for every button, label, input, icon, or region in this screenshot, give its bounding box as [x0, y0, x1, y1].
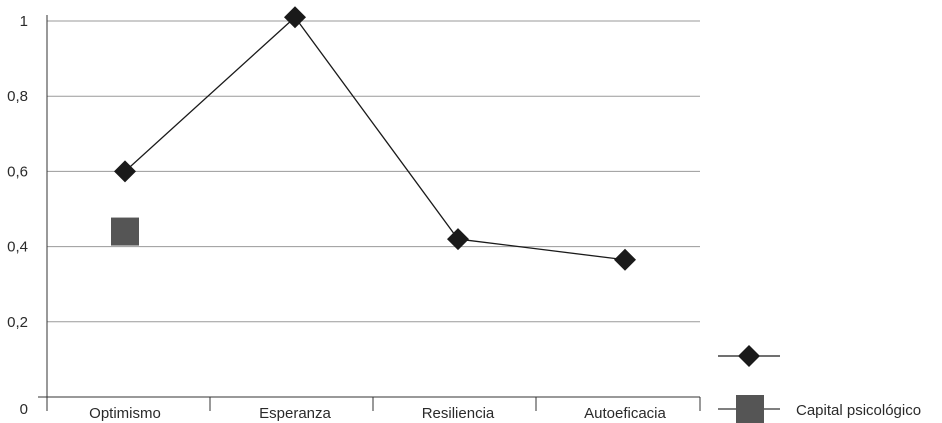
legend-item-capital-psicologico: Capital psicológico: [718, 395, 921, 423]
legend: Capital psicológico: [718, 345, 921, 423]
legend-item-series-1: [718, 345, 780, 367]
y-tick-label-1: 0,2: [7, 314, 28, 331]
series-2-point-optimismo: [111, 217, 139, 246]
series-1-point-autoeficacia: [614, 248, 636, 271]
y-tick-label-2: 0,4: [7, 239, 28, 256]
x-category-label-optimismo: Optimismo: [89, 405, 161, 422]
x-category-label-esperanza: Esperanza: [259, 405, 331, 422]
series-1-line: [124, 16, 626, 261]
legend-label-capital-psicologico: Capital psicológico: [796, 402, 921, 419]
x-category-label-autoeficacia: Autoeficacia: [584, 405, 666, 422]
y-tick-label-3: 0,6: [7, 163, 28, 180]
legend-marker-square: [736, 395, 764, 423]
x-category-label-resiliencia: Resiliencia: [422, 405, 495, 422]
y-tick-label-0: 0: [20, 401, 28, 418]
gridlines: [47, 20, 700, 323]
legend-marker-diamond: [738, 345, 760, 367]
series-1-point-resiliencia: [447, 228, 469, 251]
y-tick-label-4: 0,8: [7, 88, 28, 105]
y-axis-tick-labels: 0 0,2 0,4 0,6 0,8 1: [7, 13, 28, 418]
y-tick-label-5: 1: [20, 13, 28, 30]
data-series: [111, 6, 636, 271]
series-1-point-optimismo: [114, 160, 136, 183]
axes: [38, 15, 701, 411]
series-1-point-esperanza: [284, 6, 306, 29]
x-axis-category-labels: Optimismo Esperanza Resiliencia Autoefic…: [89, 405, 666, 422]
